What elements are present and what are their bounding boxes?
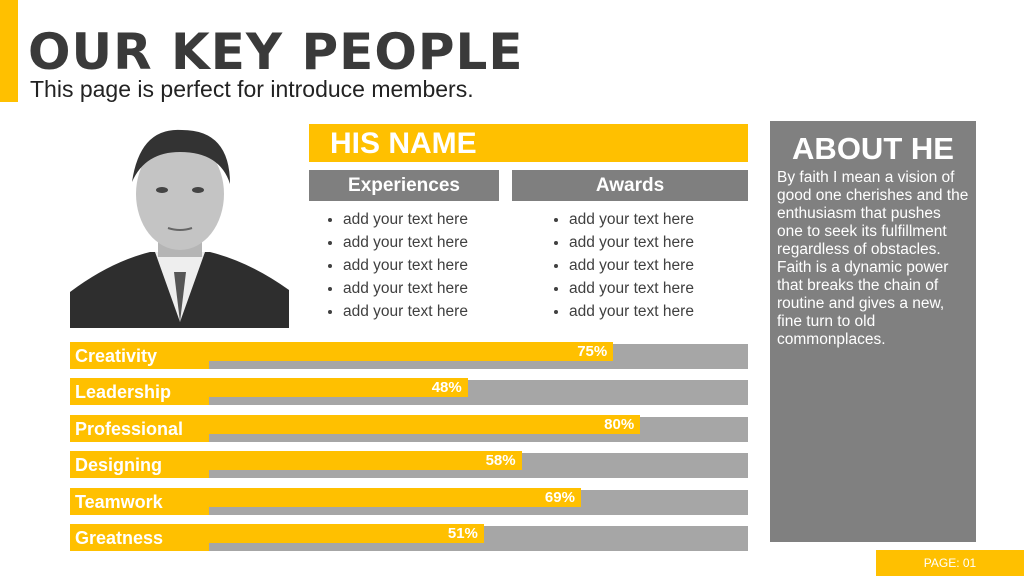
- skill-name: Greatness: [75, 528, 164, 548]
- skill-name: Designing: [75, 455, 163, 476]
- skill-name: Teamwork: [75, 491, 163, 512]
- list-item: add your text here: [343, 254, 468, 277]
- skill-bar: [70, 378, 468, 398]
- about-heading: ABOUT HE: [792, 131, 954, 166]
- list-item: add your text here: [569, 300, 694, 323]
- skill-value: 48%: [431, 379, 462, 397]
- portrait: [70, 122, 289, 328]
- experiences-list: add your text hereadd your text hereadd …: [323, 208, 468, 323]
- skill-bar: [70, 487, 581, 507]
- list-item: add your text here: [569, 208, 694, 231]
- skill-value: 58%: [485, 452, 516, 470]
- skill-bar: [70, 451, 522, 471]
- list-item: add your text here: [343, 208, 468, 231]
- skill-value: 75%: [577, 343, 608, 360]
- skill-name: Creativity: [75, 346, 158, 366]
- title: OUR KEY PEOPLE: [28, 23, 524, 81]
- accent-stripe: [0, 0, 18, 102]
- experiences-heading: Experiences: [309, 170, 499, 201]
- name-bar: HIS NAME: [309, 124, 748, 162]
- list-item: add your text here: [343, 277, 468, 300]
- skill-value: 80%: [604, 415, 635, 433]
- list-item: add your text here: [569, 231, 694, 254]
- skill-bar: [70, 414, 641, 434]
- awards-heading: Awards: [512, 170, 748, 201]
- skill-bar: [70, 524, 484, 543]
- skill-bar: [70, 342, 614, 361]
- skill-name: Professional: [75, 418, 184, 439]
- list-item: add your text here: [343, 300, 468, 323]
- list-item: add your text here: [569, 254, 694, 277]
- about-text: By faith I mean a vision of good one che…: [777, 169, 969, 348]
- about-box: ABOUT HE By faith I mean a vision of goo…: [770, 121, 976, 542]
- skill-value: 69%: [544, 488, 575, 506]
- subtitle: This page is perfect for introduce membe…: [30, 76, 474, 102]
- skill-value: 51%: [447, 525, 478, 542]
- awards-list: add your text hereadd your text hereadd …: [549, 208, 694, 323]
- list-item: add your text here: [343, 231, 468, 254]
- skill-name: Leadership: [75, 382, 172, 403]
- page-number: PAGE: 01: [876, 550, 1024, 576]
- list-item: add your text here: [569, 277, 694, 300]
